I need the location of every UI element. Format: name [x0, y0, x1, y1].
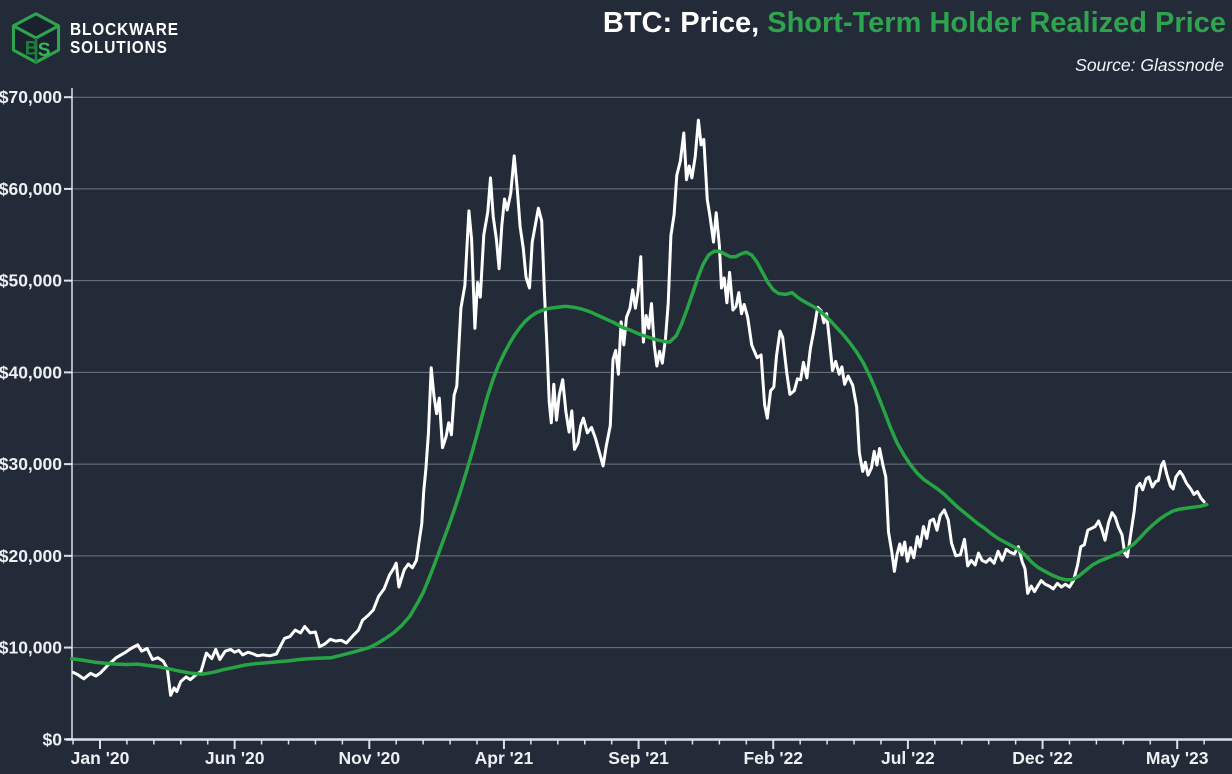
- title-prefix: BTC: Price,: [602, 7, 768, 39]
- x-axis-label: May '23: [1146, 748, 1209, 768]
- logo-line2: SOLUTIONS: [70, 37, 168, 57]
- y-axis-label: $40,000: [0, 362, 62, 382]
- x-axis-label: Jan '20: [71, 748, 130, 768]
- x-axis-label: Jun '20: [205, 748, 265, 768]
- btc-price-line: [71, 118, 1206, 697]
- blockware-cube-icon: B S: [11, 12, 61, 64]
- y-axis-label: $20,000: [0, 546, 62, 566]
- header: B S BLOCKWARE SOLUTIONS BTC: Price, Shor…: [0, 0, 1232, 90]
- y-axis-label: $30,000: [0, 454, 62, 474]
- x-axis-label: Nov '20: [339, 748, 401, 768]
- blockware-logo: B S BLOCKWARE SOLUTIONS: [10, 12, 194, 64]
- source-label: Source: Glassnode: [1075, 55, 1224, 75]
- x-axis-label: Apr '21: [475, 748, 534, 768]
- y-axis-label: $10,000: [0, 638, 62, 658]
- chart-title: BTC: Price, Short-Term Holder Realized P…: [603, 7, 1226, 40]
- title-highlight: Short-Term Holder Realized Price: [767, 7, 1226, 39]
- logo-monogram-s: S: [38, 40, 51, 61]
- x-axis-label: Feb '22: [743, 748, 803, 768]
- x-axis-label: Jul '22: [881, 748, 935, 768]
- y-axis-label: $70,000: [0, 87, 62, 107]
- y-axis-label: $60,000: [0, 179, 62, 199]
- sth-realized-price-line: [69, 249, 1209, 676]
- logo-monogram-b: B: [25, 38, 39, 59]
- x-axis-label: Dec '22: [1012, 748, 1073, 768]
- y-axis-label: $0: [43, 729, 63, 749]
- logo-line1: BLOCKWARE: [70, 19, 179, 39]
- x-axis-label: Sep '21: [608, 748, 669, 768]
- y-axis-label: $50,000: [0, 271, 62, 291]
